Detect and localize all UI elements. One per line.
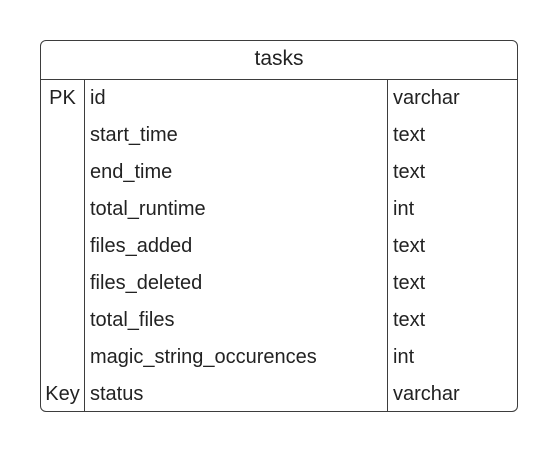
field-type: text	[393, 235, 426, 257]
field-type: int	[393, 346, 415, 368]
field-row-total-files[interactable]: total_files text	[41, 302, 517, 339]
field-type: text	[393, 272, 426, 294]
field-name: end_time	[90, 161, 173, 183]
field-key: Key	[45, 383, 80, 405]
field-row-start-time[interactable]: start_time text	[41, 117, 517, 154]
field-name: status	[90, 383, 144, 405]
field-key: PK	[49, 87, 76, 109]
field-type: varchar	[393, 87, 460, 109]
field-row-id[interactable]: PK id varchar	[41, 80, 517, 117]
field-name: files_deleted	[90, 272, 203, 294]
field-row-files-added[interactable]: files_added text	[41, 228, 517, 265]
field-name: magic_string_occurences	[90, 346, 317, 368]
field-name: total_runtime	[90, 198, 206, 220]
field-type: text	[393, 124, 426, 146]
entity-table-tasks[interactable]: tasks PK id varchar start_time text end_…	[40, 40, 518, 412]
field-type: text	[393, 161, 426, 183]
field-name: id	[90, 87, 106, 109]
field-name: start_time	[90, 124, 178, 146]
entity-columns: PK id varchar start_time text end_time t…	[41, 80, 517, 411]
field-row-magic-string-occurences[interactable]: magic_string_occurences int	[41, 339, 517, 376]
field-row-status[interactable]: Key status varchar	[41, 376, 517, 411]
type-column-divider	[387, 80, 388, 411]
entity-title: tasks	[41, 41, 517, 80]
field-type: int	[393, 198, 415, 220]
field-name: total_files	[90, 309, 175, 331]
field-type: text	[393, 309, 426, 331]
field-row-total-runtime[interactable]: total_runtime int	[41, 191, 517, 228]
key-column-divider	[84, 80, 85, 411]
field-row-files-deleted[interactable]: files_deleted text	[41, 265, 517, 302]
field-type: varchar	[393, 383, 460, 405]
field-name: files_added	[90, 235, 193, 257]
field-row-end-time[interactable]: end_time text	[41, 154, 517, 191]
